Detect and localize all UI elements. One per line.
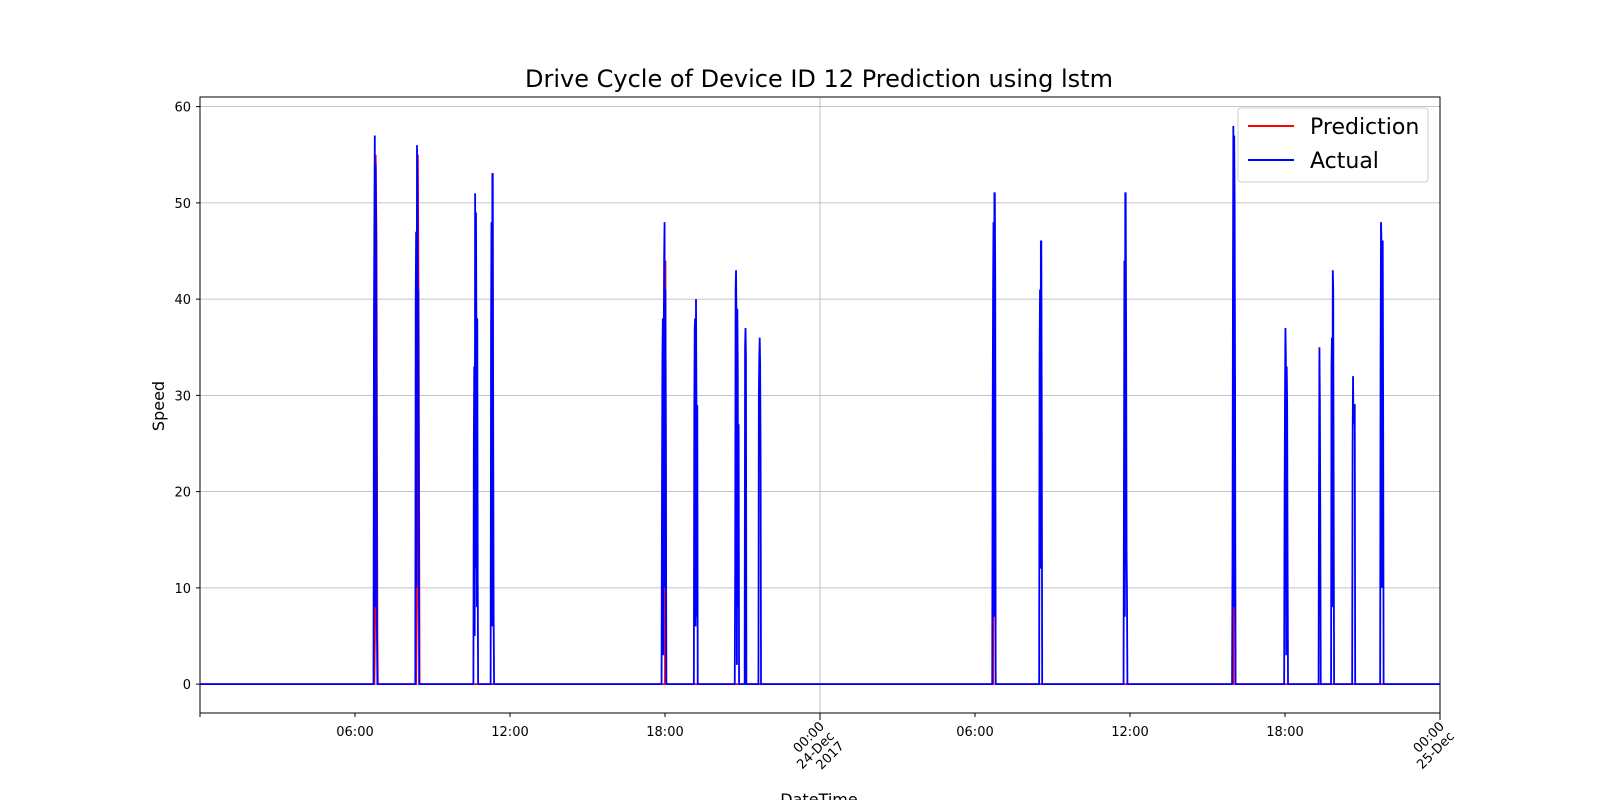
y-tick-label: 60 — [174, 101, 191, 116]
x-tick-label: 12:00 — [491, 725, 528, 740]
chart-title: Drive Cycle of Device ID 12 Prediction u… — [525, 65, 1113, 93]
x-tick-label: 12:00 — [1111, 725, 1148, 740]
grid — [200, 97, 1440, 713]
x-tick-label: 06:00 — [336, 725, 373, 740]
x-axis-label: DateTime — [780, 790, 857, 800]
y-tick-label: 10 — [174, 582, 191, 597]
series-layer — [200, 125, 1440, 686]
y-tick-label: 40 — [174, 293, 191, 308]
legend: Prediction Actual — [1237, 107, 1429, 183]
y-tick-label: 30 — [174, 389, 191, 404]
y-tick-label: 50 — [174, 197, 191, 212]
y-tick-label: 0 — [183, 678, 191, 693]
x-tick-label: 06:00 — [956, 725, 993, 740]
x-tick-label: 00:0025-Dec — [1404, 719, 1457, 772]
x-tick-label: 18:00 — [646, 725, 683, 740]
y-axis-label: Speed — [149, 381, 168, 431]
y-tick-label: 20 — [174, 486, 191, 501]
series-line-actual — [200, 125, 1440, 686]
legend-label-actual: Actual — [1310, 149, 1379, 174]
x-tick-label: 00:0024-Dec2017 — [784, 719, 847, 782]
legend-label-prediction: Prediction — [1310, 115, 1419, 140]
x-tick-label: 18:00 — [1266, 725, 1303, 740]
